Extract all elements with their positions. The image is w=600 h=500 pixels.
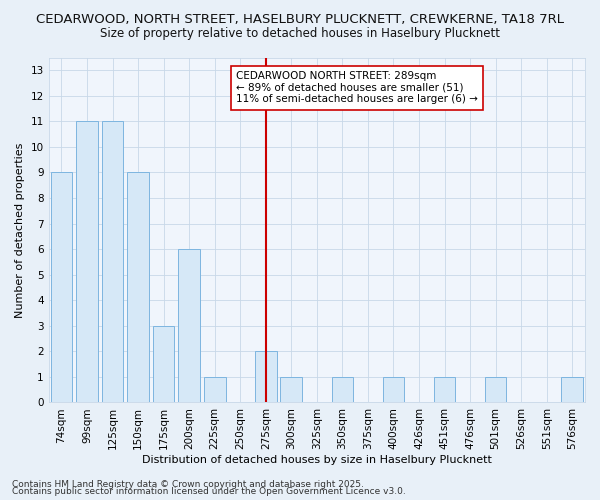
Bar [383,377,404,402]
Bar [280,377,302,402]
Text: CEDARWOOD NORTH STREET: 289sqm
← 89% of detached houses are smaller (51)
11% of : CEDARWOOD NORTH STREET: 289sqm ← 89% of … [236,72,478,104]
Bar [178,249,200,402]
Bar [562,377,583,402]
X-axis label: Distribution of detached houses by size in Haselbury Plucknett: Distribution of detached houses by size … [142,455,492,465]
Text: CEDARWOOD, NORTH STREET, HASELBURY PLUCKNETT, CREWKERNE, TA18 7RL: CEDARWOOD, NORTH STREET, HASELBURY PLUCK… [36,12,564,26]
Bar [485,377,506,402]
Bar [204,377,226,402]
Text: Contains HM Land Registry data © Crown copyright and database right 2025.: Contains HM Land Registry data © Crown c… [12,480,364,489]
Bar [332,377,353,402]
Text: Contains public sector information licensed under the Open Government Licence v3: Contains public sector information licen… [12,487,406,496]
Text: Size of property relative to detached houses in Haselbury Plucknett: Size of property relative to detached ho… [100,28,500,40]
Bar [434,377,455,402]
Bar [101,122,124,402]
Bar [255,352,277,403]
Bar [127,172,149,402]
Bar [50,172,72,402]
Bar [76,122,98,402]
Y-axis label: Number of detached properties: Number of detached properties [15,142,25,318]
Bar [153,326,175,402]
